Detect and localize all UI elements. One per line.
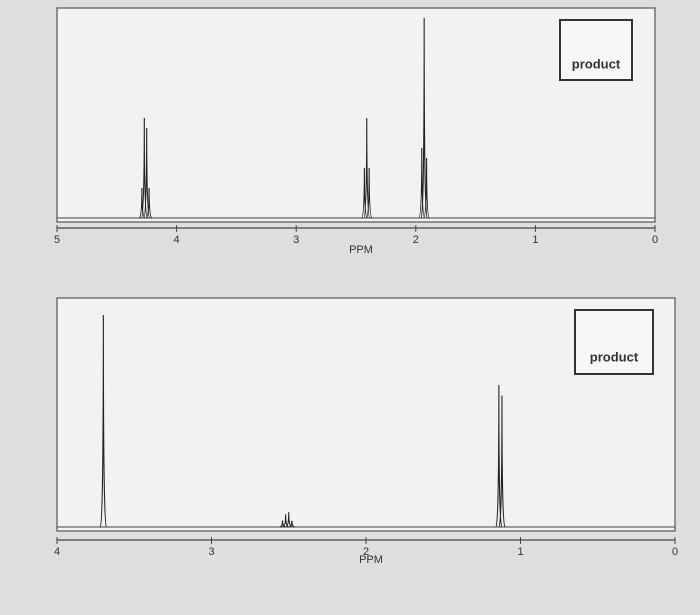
peak [145, 187, 153, 219]
annotation-box [559, 19, 633, 81]
peak [418, 147, 426, 219]
x-tick-label: 3 [208, 546, 214, 558]
peak [138, 187, 146, 219]
annotation: product [572, 56, 621, 71]
x-tick-label: 4 [54, 546, 60, 558]
x-tick-label: 3 [293, 234, 299, 246]
plot-frame [56, 297, 676, 532]
peak [365, 167, 373, 219]
peak [99, 314, 107, 528]
peak [498, 395, 506, 528]
x-axis-label: PPM [349, 244, 373, 256]
peak [360, 167, 368, 219]
peak [423, 157, 431, 219]
x-tick-label: 0 [652, 234, 658, 246]
x-tick-label: 5 [54, 234, 60, 246]
x-tick-label: 1 [532, 234, 538, 246]
peak [140, 117, 148, 219]
x-axis-label: PPM [359, 554, 383, 566]
x-tick-label: 1 [517, 546, 523, 558]
x-tick-label: 4 [174, 234, 180, 246]
x-tick-label: 2 [413, 234, 419, 246]
annotation-box [574, 309, 654, 375]
annotation: product [590, 349, 639, 364]
peak [288, 520, 295, 528]
x-tick-label: 2 [363, 546, 369, 558]
x-tick-label: 0 [672, 546, 678, 558]
peak [285, 512, 292, 528]
plot-frame [56, 7, 656, 223]
